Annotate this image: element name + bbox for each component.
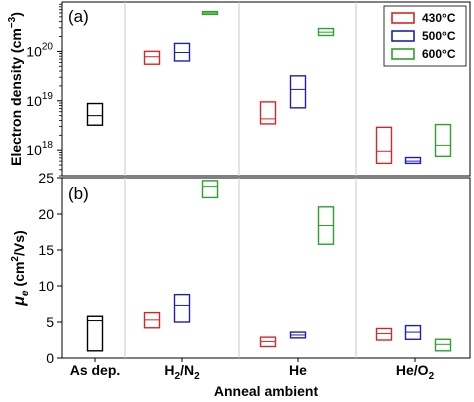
legend: 430°C 500°C 600°C — [383, 5, 467, 67]
legend-label-600: 600°C — [422, 47, 456, 61]
panel-b-box — [375, 327, 393, 341]
legend-swatch-430 — [391, 12, 415, 24]
panel-b-y-tick-label: 0 — [46, 350, 54, 366]
panel-b-box — [289, 331, 307, 339]
panel-b-y-tick-label: 5 — [46, 314, 54, 330]
panel-b-box — [86, 315, 104, 352]
panel-b-boxes — [86, 180, 452, 352]
panel-a-box-body — [259, 101, 277, 125]
panel-b-y-axis-title-mu: μ — [11, 296, 28, 307]
panel-b-box-body — [375, 327, 393, 341]
panel-b-y-axis-title-unit: (cm — [11, 262, 27, 287]
panel-b-box — [173, 293, 191, 323]
legend-label-500: 500°C — [422, 29, 456, 43]
x-axis-title: Anneal ambient — [214, 383, 319, 399]
panel-a-box-body — [86, 102, 104, 126]
x-label-heo2-a-sub: 2 — [429, 371, 435, 382]
panel-b-box — [143, 311, 161, 329]
panel-a-box — [434, 123, 452, 158]
panel-a-y-tick-label: 1020 — [26, 41, 53, 59]
x-label-he: He — [289, 362, 307, 378]
panel-a-box — [201, 10, 219, 16]
panel-b-y-axis-title-sub: e — [20, 290, 31, 296]
x-label-h2n2-slash: /N — [180, 362, 194, 378]
panel-a-y-tick-label: 1018 — [26, 140, 53, 158]
panel-a-tag: (a) — [68, 7, 89, 26]
panel-b-box — [201, 180, 219, 199]
panel-b-frame — [61, 177, 471, 359]
panel-a-y-tick-label-base: 10 — [26, 142, 42, 158]
x-label-h2n2-a: H — [164, 362, 174, 378]
panel-b-y-tick-label: 15 — [38, 242, 54, 258]
panel-b-tag: (b) — [68, 184, 89, 203]
panel-a-box-body — [404, 156, 422, 165]
panel-b-box-body — [86, 315, 104, 352]
x-label-heo2: He/O2 — [396, 362, 435, 382]
panel-b-box-body — [434, 338, 452, 352]
panel-a-box — [173, 42, 191, 62]
panel-a-box-body — [289, 75, 307, 109]
panel-a-box — [289, 75, 307, 109]
panel-a-box — [375, 126, 393, 165]
panel-a-box — [143, 50, 161, 65]
panel-b-y-axis-title-sup: 2 — [10, 256, 21, 262]
legend-swatch-500 — [391, 30, 415, 42]
panel-a-y-axis-title-main: Electron density (cm — [8, 28, 24, 166]
panel-b-y-tick-label: 25 — [38, 170, 54, 186]
panel-a-boxes — [86, 10, 452, 165]
panel-b-y-axis-title: μe (cm2/Vs) — [10, 230, 31, 306]
panel-a-y-tick-label: 1019 — [26, 91, 53, 109]
panel-b-box — [259, 336, 277, 348]
panel-b-y-tick-label: 10 — [38, 278, 54, 294]
panel-a-y-tick-label-base: 10 — [26, 43, 42, 59]
x-label-h2n2-a-sub: 2 — [175, 371, 181, 382]
panel-a-y-axis-title-close: ) — [8, 12, 24, 17]
panel-b-box — [404, 324, 422, 340]
panel-a-y-tick-label-exp: 20 — [42, 41, 54, 52]
panel-a-box — [259, 101, 277, 125]
panel-a-y-tick-label-exp: 19 — [42, 91, 54, 102]
x-label-h2n2: H2/N2 — [164, 362, 200, 382]
x-label-heo2-a: He/O — [396, 362, 429, 378]
panel-a-box-body — [434, 123, 452, 158]
panel-b-y-tick-label: 20 — [38, 206, 54, 222]
panel-a-box — [86, 102, 104, 126]
panel-b-y-axis-title-tail: /Vs) — [11, 230, 27, 256]
panel-a-frame — [61, 1, 471, 177]
legend-label-430: 430°C — [422, 11, 456, 25]
panel-a-y-tick-label-base: 10 — [26, 93, 42, 109]
panel-a-y-axis-title: Electron density (cm−3) — [7, 12, 24, 166]
panel-a-box — [317, 27, 335, 37]
panel-b-box-body — [173, 293, 191, 323]
panel-b-separators — [124, 178, 357, 358]
panel-b-box — [434, 338, 452, 352]
x-label-h2n2-b-sub: 2 — [194, 371, 200, 382]
panel-a-y-tick-label-exp: 18 — [42, 140, 54, 151]
panel-a-box-body — [375, 126, 393, 165]
panel-a-separators — [124, 2, 357, 176]
panel-a-y-axis-title-sup: −3 — [7, 16, 18, 28]
panel-b-box-body — [201, 180, 219, 199]
panel-b: (b) 0 5 10 15 20 25 μe (cm2/Vs) — [10, 170, 471, 366]
legend-swatch-600 — [391, 48, 415, 60]
x-category-labels: As dep. H2/N2 He He/O2 — [70, 362, 435, 382]
panel-b-y-ticks: 0 5 10 15 20 25 — [38, 170, 416, 366]
panel-a-box — [404, 156, 422, 165]
x-label-as-dep: As dep. — [70, 362, 121, 378]
legend-frame — [383, 5, 467, 67]
panel-b-box — [317, 206, 335, 245]
panel-a-box-body — [143, 50, 161, 65]
